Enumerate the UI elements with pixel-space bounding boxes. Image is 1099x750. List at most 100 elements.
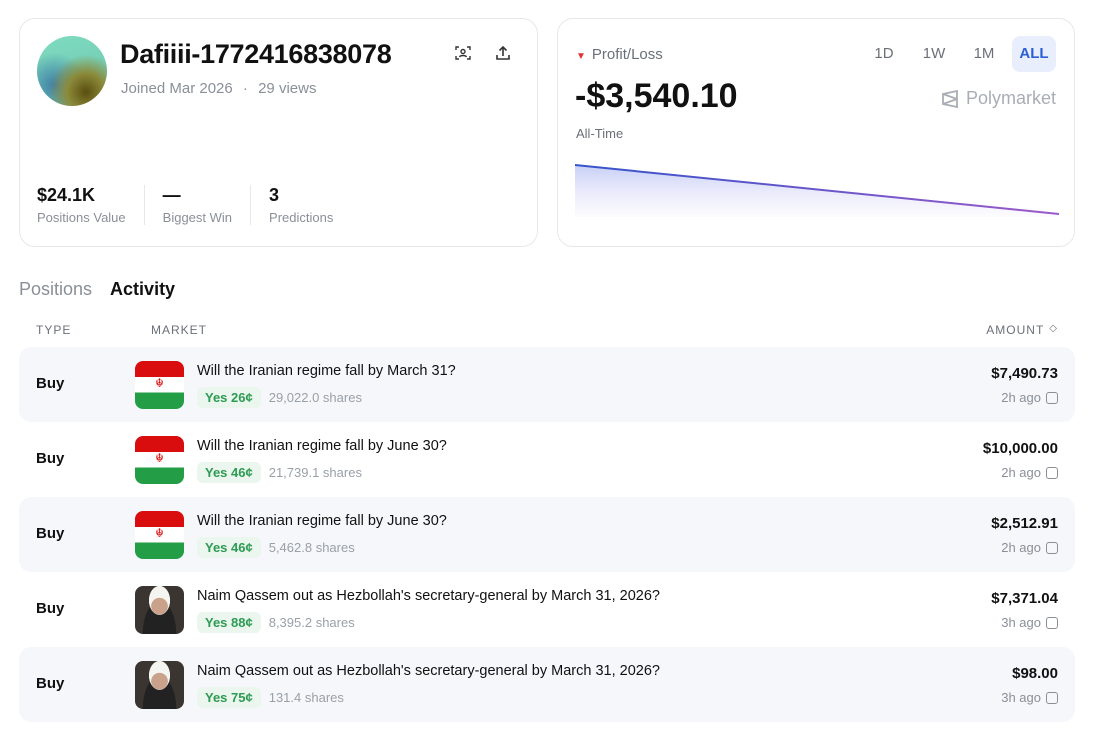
outcome-badge: Yes 46¢ (197, 462, 261, 483)
time-ago: 3h ago (1001, 690, 1041, 705)
brand-name: Polymarket (965, 88, 1056, 108)
range-1m[interactable]: 1M (973, 45, 995, 62)
profile-card: Dafiiii-1772416838078 Joined Mar 2026 · … (19, 18, 538, 247)
header-type: TYPE (36, 323, 72, 337)
shares: 21,739.1 shares (268, 465, 362, 480)
trade-type: Buy (36, 375, 65, 392)
trade-details: Yes 88¢ 8,395.2 shares (197, 612, 355, 633)
activity-row[interactable]: Buy ☬ Will the Iranian regime fall by Jun… (19, 497, 1075, 572)
shares: 8,395.2 shares (268, 615, 355, 630)
share-icon[interactable] (493, 45, 513, 65)
external-link-icon[interactable] (1046, 391, 1058, 404)
range-1d[interactable]: 1D (874, 45, 894, 62)
stat-label: Biggest Win (162, 210, 233, 225)
iran-flag-image: ☬ (135, 361, 184, 409)
polymarket-icon (942, 89, 958, 108)
market-title[interactable]: Will the Iranian regime fall by March 31… (197, 363, 456, 379)
outcome-badge: Yes 46¢ (197, 537, 261, 558)
person-portrait-image (135, 661, 184, 709)
amount: $98.00 (1012, 665, 1058, 682)
profile-meta: Joined Mar 2026 · 29 views (121, 80, 316, 97)
trade-details: Yes 46¢ 21,739.1 shares (197, 462, 362, 483)
amount: $2,512.91 (991, 515, 1058, 532)
stat-label: Predictions (269, 210, 334, 225)
shares: 5,462.8 shares (268, 540, 355, 555)
outcome-badge: Yes 88¢ (197, 612, 261, 633)
iran-flag-image: ☬ (135, 436, 184, 484)
market-title[interactable]: Naim Qassem out as Hezbollah's secretary… (197, 663, 660, 679)
timestamp: 3h ago (1001, 690, 1058, 705)
trade-details: Yes 75¢ 131.4 shares (197, 687, 344, 708)
market-title[interactable]: Naim Qassem out as Hezbollah's secretary… (197, 588, 660, 604)
stat-biggest-win: — Biggest Win (162, 185, 252, 225)
time-ago: 2h ago (1001, 390, 1041, 405)
pnl-sparkline (575, 164, 1059, 217)
outcome-badge: Yes 26¢ (197, 387, 261, 408)
emblem-icon: ☬ (155, 376, 164, 390)
timestamp: 2h ago (1001, 540, 1058, 555)
person-portrait-image (135, 586, 184, 634)
username: Dafiiii-1772416838078 (120, 39, 392, 69)
stat-value: $24.1K (37, 185, 96, 205)
external-link-icon[interactable] (1046, 691, 1058, 704)
trade-type: Buy (36, 675, 65, 692)
range-all[interactable]: ALL (1012, 36, 1056, 72)
amount: $10,000.00 (982, 440, 1058, 457)
activity-row[interactable]: Buy ☬ Will the Iranian regime fall by Jun… (19, 422, 1075, 497)
trade-details: Yes 46¢ 5,462.8 shares (197, 537, 355, 558)
stat-label: Positions Value (37, 210, 126, 225)
tabs: Positions Activity (19, 279, 175, 300)
joined-date: Joined Mar 2026 (121, 80, 233, 97)
shares: 29,022.0 shares (268, 390, 362, 405)
sort-icon[interactable]: ◇ (1049, 323, 1058, 334)
tab-activity[interactable]: Activity (110, 279, 176, 299)
header-amount-label: AMOUNT (986, 323, 1045, 337)
shares: 131.4 shares (268, 690, 344, 705)
iran-flag-image: ☬ (135, 511, 184, 559)
header-market: MARKET (151, 323, 208, 337)
avatar (37, 36, 107, 106)
emblem-icon: ☬ (155, 451, 164, 465)
activity-row[interactable]: Buy Naim Qassem out as Hezbollah's secre… (19, 647, 1075, 722)
trade-type: Buy (36, 525, 65, 542)
activity-row[interactable]: Buy Naim Qassem out as Hezbollah's secre… (19, 572, 1075, 647)
range-1w[interactable]: 1W (922, 45, 946, 62)
amount: $7,490.73 (991, 365, 1058, 382)
scan-qr-icon[interactable] (453, 45, 473, 65)
view-count: 29 views (258, 80, 317, 97)
trade-type: Buy (36, 450, 65, 467)
amount: $7,371.04 (991, 590, 1058, 607)
pnl-value: -$3,540.10 (575, 77, 738, 115)
pnl-card: ▼ Profit/Loss 1D 1W 1M ALL -$3,540.10 Pol… (557, 18, 1075, 247)
tab-positions[interactable]: Positions (19, 279, 93, 299)
timestamp: 3h ago (1001, 615, 1058, 630)
range-selector: 1D 1W 1M ALL (862, 36, 1056, 72)
down-triangle-icon: ▼ (576, 51, 586, 62)
trade-details: Yes 26¢ 29,022.0 shares (197, 387, 362, 408)
pnl-period: All-Time (576, 126, 624, 141)
market-title[interactable]: Will the Iranian regime fall by June 30? (197, 438, 447, 454)
external-link-icon[interactable] (1046, 616, 1058, 629)
profile-stats: $24.1K Positions Value — Biggest Win 3 Pred… (37, 185, 369, 225)
separator: · (242, 80, 248, 97)
time-ago: 2h ago (1001, 465, 1041, 480)
emblem-icon: ☬ (155, 526, 164, 540)
pnl-label-text: Profit/Loss (591, 46, 663, 63)
stat-value: — (162, 185, 181, 205)
timestamp: 2h ago (1001, 465, 1058, 480)
stat-value: 3 (269, 185, 280, 205)
time-ago: 2h ago (1001, 540, 1041, 555)
outcome-badge: Yes 75¢ (197, 687, 261, 708)
activity-row[interactable]: Buy ☬ Will the Iranian regime fall by Mar… (19, 347, 1075, 422)
timestamp: 2h ago (1001, 390, 1058, 405)
header-amount[interactable]: AMOUNT ◇ (986, 323, 1058, 337)
trade-type: Buy (36, 600, 65, 617)
time-ago: 3h ago (1001, 615, 1041, 630)
external-link-icon[interactable] (1046, 541, 1058, 554)
market-title[interactable]: Will the Iranian regime fall by June 30? (197, 513, 447, 529)
external-link-icon[interactable] (1046, 466, 1058, 479)
pnl-label: ▼ Profit/Loss (576, 46, 663, 63)
sparkline-line (575, 164, 1059, 215)
stat-predictions: 3 Predictions (269, 185, 351, 225)
polymarket-logo: Polymarket (940, 88, 1056, 109)
